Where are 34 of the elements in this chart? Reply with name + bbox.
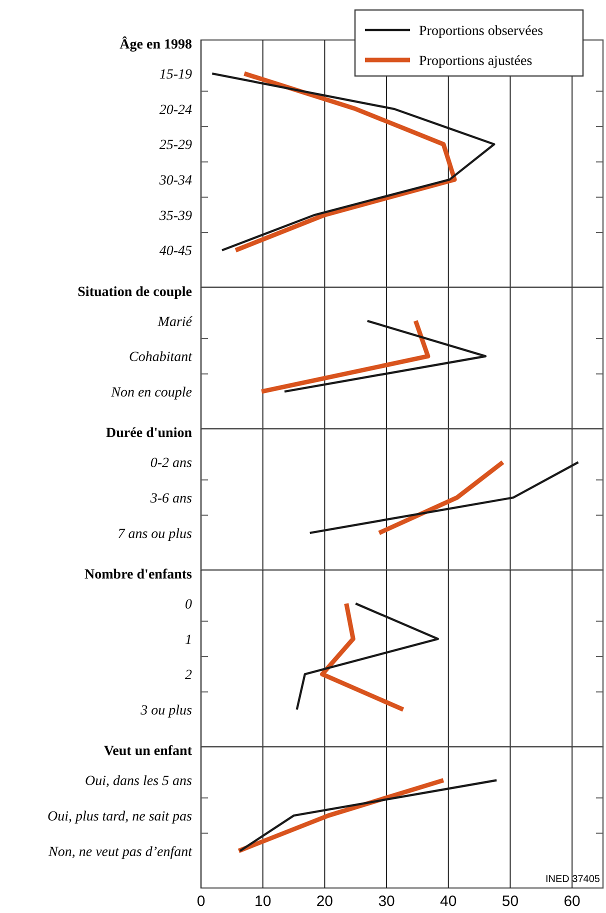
y-tick-label: Oui, dans les 5 ans <box>85 774 193 790</box>
y-tick-label: 15-19 <box>159 67 192 82</box>
y-tick-label: 1 <box>185 632 192 648</box>
x-tick-label: 60 <box>564 893 580 910</box>
chart-title: Veut un enfant <box>104 744 192 760</box>
x-tick-label: 40 <box>440 893 457 910</box>
y-tick-label: Cohabitant <box>128 350 194 366</box>
annotation: INED 37405 <box>546 874 600 885</box>
y-tick-label: 0 <box>185 597 192 612</box>
legend-label: Proportions observées <box>419 24 544 39</box>
x-tick-label: 0 <box>196 893 206 910</box>
chart-title: Situation de couple <box>78 284 192 300</box>
chart-title: Âge en 1998 <box>120 35 192 52</box>
y-tick-label: 20-24 <box>159 102 192 118</box>
x-tick-label: 10 <box>254 893 272 910</box>
y-tick-label: 40-45 <box>159 244 192 260</box>
x-tick-label: 50 <box>502 893 519 910</box>
y-tick-label: Non, ne veut pas d’enfant <box>48 844 194 860</box>
y-tick-label: 25-29 <box>159 138 192 154</box>
x-tick-label: 30 <box>378 893 395 910</box>
y-tick-label: 3-6 ans <box>149 491 193 506</box>
chart-title: Nombre d'enfants <box>84 567 193 582</box>
y-tick-label: Non en couple <box>110 385 192 400</box>
legend-label: Proportions ajustées <box>419 54 532 69</box>
y-tick-label: 2 <box>185 668 192 684</box>
x-tick-label: 20 <box>316 893 334 910</box>
y-tick-label: 30-34 <box>158 173 192 188</box>
y-tick-label: 7 ans ou plus <box>118 526 193 542</box>
y-tick-label: 35-39 <box>158 208 192 224</box>
y-tick-label: Marié <box>156 314 193 330</box>
y-tick-label: Oui, plus tard, ne sait pas <box>47 809 193 824</box>
y-tick-label: 3 ou plus <box>140 703 193 718</box>
y-tick-label: 0-2 ans <box>150 456 193 472</box>
chart-title: Durée d'union <box>106 426 192 442</box>
